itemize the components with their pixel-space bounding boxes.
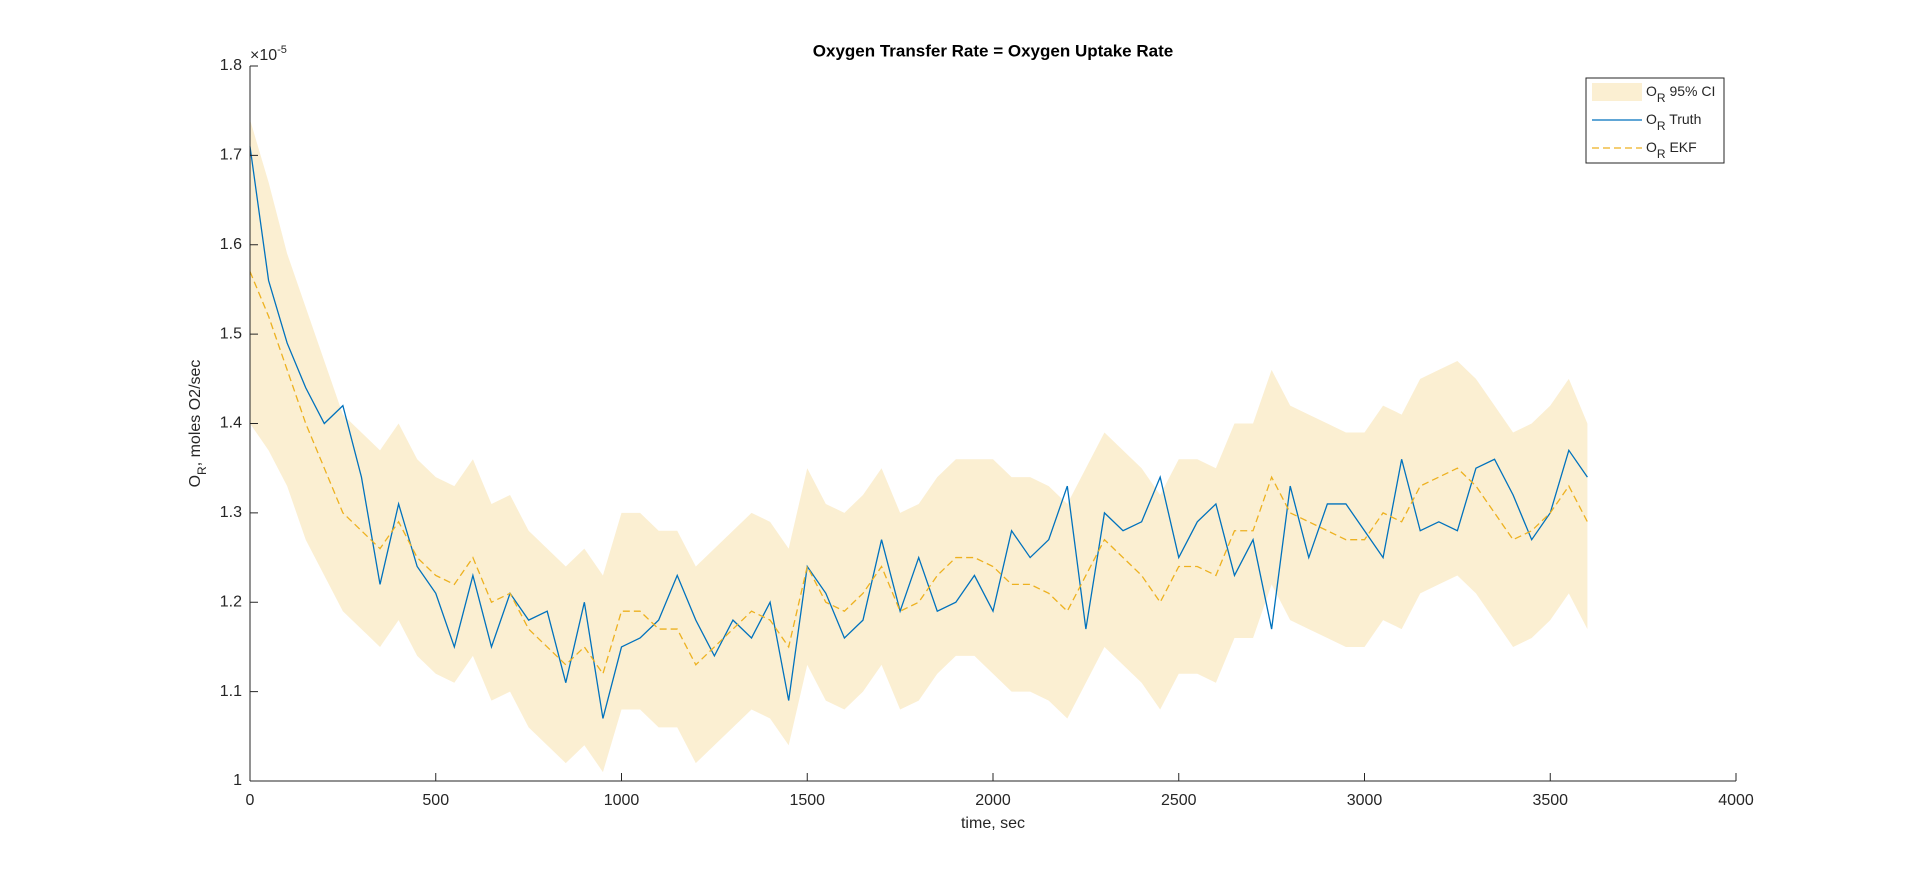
y-tick-label: 1.2 — [220, 593, 242, 610]
series-line — [249, 271, 1588, 676]
x-tick-label: 2000 — [975, 792, 1011, 809]
ci-band — [250, 119, 1588, 773]
y-axis-label: OR, moles O2/sec — [187, 360, 209, 488]
legend-label: OR Truth — [1646, 111, 1701, 133]
series-line — [249, 146, 1588, 719]
x-axis-label: time, sec — [961, 815, 1025, 832]
legend-swatch — [1592, 83, 1642, 101]
x-tick-label: 500 — [422, 792, 449, 809]
y-tick-label: 1.7 — [220, 147, 242, 164]
y-tick-label: 1.5 — [220, 325, 242, 342]
x-tick-label: 1000 — [604, 792, 640, 809]
y-tick-label: 1.1 — [220, 683, 242, 700]
y-tick-label: 1.4 — [220, 415, 242, 432]
y-tick-label: 1.8 — [220, 57, 242, 74]
y-tick-label: 1 — [233, 772, 242, 789]
y-exponent: ×10-5 — [250, 44, 287, 64]
x-tick-label: 3500 — [1532, 792, 1568, 809]
x-tick-label: 1500 — [789, 792, 825, 809]
y-tick-label: 1.6 — [220, 236, 242, 253]
x-tick-label: 4000 — [1718, 792, 1754, 809]
x-tick-label: 3000 — [1347, 792, 1383, 809]
legend-label: OR 95% CI — [1646, 83, 1715, 105]
x-tick-label: 2500 — [1161, 792, 1197, 809]
legend-label: OR EKF — [1646, 139, 1697, 161]
x-tick-label: 0 — [246, 792, 255, 809]
chart-title: Oxygen Transfer Rate = Oxygen Uptake Rat… — [813, 41, 1173, 60]
y-tick-label: 1.3 — [220, 504, 242, 521]
